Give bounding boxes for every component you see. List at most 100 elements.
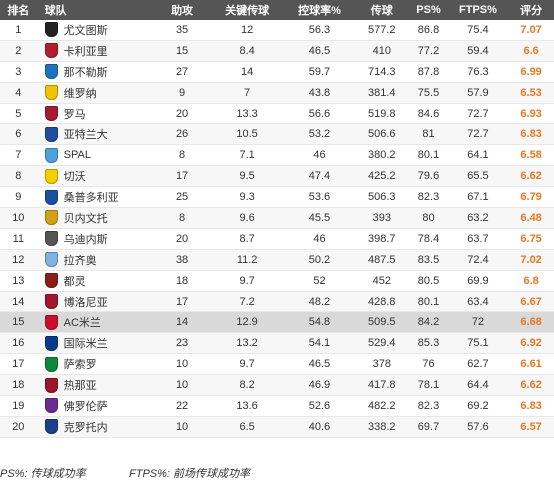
table-row[interactable]: 3 那不勒斯 27 14 59.7 714.3 87.8 76.3 6.99: [0, 62, 554, 83]
assists-cell: 10: [175, 420, 189, 433]
ps-cell: 81: [422, 128, 435, 141]
rank-cell: 2: [15, 44, 22, 57]
team-cell: 佛罗伦萨: [37, 398, 155, 414]
team-name: AC米兰: [63, 317, 101, 330]
header-rank[interactable]: 排名: [7, 5, 30, 17]
key-passes-cell: 11.2: [236, 253, 258, 266]
possession-cell: 46: [313, 149, 326, 162]
passes-cell: 577.2: [368, 23, 396, 36]
passes-cell: 425.2: [368, 170, 396, 183]
possession-cell: 52: [313, 274, 326, 287]
header-assists[interactable]: 助攻: [171, 5, 194, 17]
rank-cell: 3: [15, 65, 22, 78]
table-row[interactable]: 10 贝内文托 8 9.6 45.5 393 80 63.2 6.48: [0, 208, 554, 229]
key-passes-cell: 6.5: [239, 420, 255, 433]
rating-cell: 6.83: [520, 128, 542, 141]
assists-cell: 20: [175, 107, 189, 120]
table-row[interactable]: 1 尤文图斯 35 12 56.3 577.2 86.8 75.4 7.07: [0, 20, 554, 41]
assists-cell: 38: [175, 253, 189, 266]
table-row[interactable]: 18 热那亚 10 8.2 46.9 417.8 78.1 64.4 6.62: [0, 375, 554, 397]
rank-cell: 13: [12, 274, 25, 287]
table-row[interactable]: 15 AC米兰 14 12.9 54.8 509.5 84.2 72 6.68: [0, 312, 554, 334]
team-name: 尤文图斯: [63, 24, 108, 37]
key-passes-cell: 9.3: [239, 191, 255, 204]
rating-cell: 6.75: [520, 232, 542, 245]
team-name: 热那亚: [63, 380, 97, 393]
key-passes-cell: 7: [244, 86, 251, 99]
header-passes[interactable]: 传球: [370, 5, 393, 17]
assists-cell: 17: [175, 295, 189, 308]
possession-cell: 50.2: [308, 253, 331, 266]
possession-cell: 40.6: [308, 420, 331, 433]
team-cell: 克罗托内: [37, 419, 155, 435]
table-row[interactable]: 14 博洛尼亚 17 7.2 48.2 428.8 80.1 63.4 6.67: [0, 291, 554, 313]
team-name: 维罗纳: [63, 87, 97, 100]
rating-cell: 7.02: [520, 253, 542, 266]
table-row[interactable]: 12 拉齐奥 38 11.2 50.2 487.5 83.5 72.4 7.02: [0, 249, 554, 271]
header-ps[interactable]: PS%: [416, 4, 441, 16]
rank-cell: 11: [12, 232, 25, 245]
ftps-cell: 62.7: [467, 358, 489, 371]
possession-cell: 56.3: [308, 23, 331, 36]
rating-cell: 6.93: [520, 107, 542, 120]
team-crest-icon: [44, 22, 58, 38]
team-crest-icon: [44, 189, 58, 205]
rating-cell: 6.67: [520, 295, 542, 308]
ftps-cell: 63.2: [467, 211, 489, 224]
rating-cell: 6.53: [520, 86, 542, 99]
possession-cell: 46.5: [308, 358, 331, 371]
team-crest-icon: [44, 252, 58, 268]
team-crest-icon: [44, 356, 58, 372]
team-name: 萨索罗: [63, 359, 97, 372]
passes-cell: 506.3: [368, 191, 396, 204]
table-row[interactable]: 4 维罗纳 9 7 43.8 381.4 75.5 57.9 6.53: [0, 82, 554, 104]
header-key-passes[interactable]: 关键传球: [225, 5, 270, 17]
table-row[interactable]: 17 萨索罗 10 9.7 46.5 378 76 62.7 6.61: [0, 354, 554, 376]
table-row[interactable]: 11 乌迪内斯 20 8.7 46 398.7 78.4 63.7 6.75: [0, 229, 554, 250]
table-row[interactable]: 19 佛罗伦萨 22 13.6 52.6 482.2 82.3 69.2 6.83: [0, 396, 554, 417]
passes-cell: 714.3: [368, 65, 396, 78]
team-cell: AC米兰: [37, 314, 155, 330]
header-rating[interactable]: 评分: [520, 5, 543, 17]
passes-cell: 509.5: [368, 316, 396, 329]
ps-cell: 76: [422, 358, 435, 371]
assists-cell: 17: [175, 170, 189, 183]
rank-cell: 7: [15, 149, 22, 162]
team-crest-icon: [44, 377, 58, 393]
header-possession[interactable]: 控球率%: [298, 5, 341, 17]
ftps-cell: 64.4: [467, 379, 489, 392]
team-cell: 都灵: [37, 273, 155, 289]
ftps-cell: 72.7: [467, 128, 489, 141]
table-row[interactable]: 5 罗马 20 13.3 56.6 519.8 84.6 72.7 6.93: [0, 104, 554, 125]
table-row[interactable]: 2 卡利亚里 15 8.4 46.5 410 77.2 59.4 6.6: [0, 40, 554, 62]
team-crest-icon: [44, 210, 58, 226]
passes-cell: 529.4: [368, 337, 396, 350]
table-row[interactable]: 8 切沃 17 9.5 47.4 425.2 79.6 65.5 6.62: [0, 166, 554, 188]
assists-cell: 8: [179, 149, 186, 162]
ftps-cell: 63.7: [467, 232, 489, 245]
table-row[interactable]: 16 国际米兰 23 13.2 54.1 529.4 85.3 75.1 6.92: [0, 333, 554, 355]
rank-cell: 20: [12, 420, 25, 433]
table-row[interactable]: 9 桑普多利亚 25 9.3 53.6 506.3 82.3 67.1 6.79: [0, 187, 554, 209]
table-row[interactable]: 7 SPAL 8 7.1 46 380.2 80.1 64.1 6.58: [0, 145, 554, 167]
rating-cell: 6.68: [520, 316, 542, 329]
header-ftps[interactable]: FTPS%: [459, 4, 497, 16]
header-team[interactable]: 球队: [44, 5, 67, 17]
key-passes-cell: 13.6: [236, 399, 258, 412]
team-crest-icon: [44, 85, 58, 101]
passes-cell: 410: [372, 44, 391, 57]
ps-cell: 79.6: [417, 170, 440, 183]
key-passes-cell: 13.2: [236, 337, 258, 350]
table-row[interactable]: 13 都灵 18 9.7 52 452 80.5 69.9 6.8: [0, 271, 554, 292]
key-passes-cell: 13.3: [236, 107, 258, 120]
ftps-cell: 76.3: [467, 65, 489, 78]
ps-cell: 82.3: [417, 191, 440, 204]
team-cell: 切沃: [37, 168, 155, 184]
table-row[interactable]: 6 亚特兰大 26 10.5 53.2 506.6 81 72.7 6.83: [0, 124, 554, 146]
rank-cell: 8: [15, 170, 22, 183]
table-row[interactable]: 20 克罗托内 10 6.5 40.6 338.2 69.7 57.6 6.57: [0, 416, 554, 438]
assists-cell: 26: [175, 128, 189, 141]
team-name: 乌迪内斯: [63, 233, 108, 246]
ps-cell: 86.8: [417, 23, 440, 36]
possession-cell: 52.6: [308, 399, 331, 412]
